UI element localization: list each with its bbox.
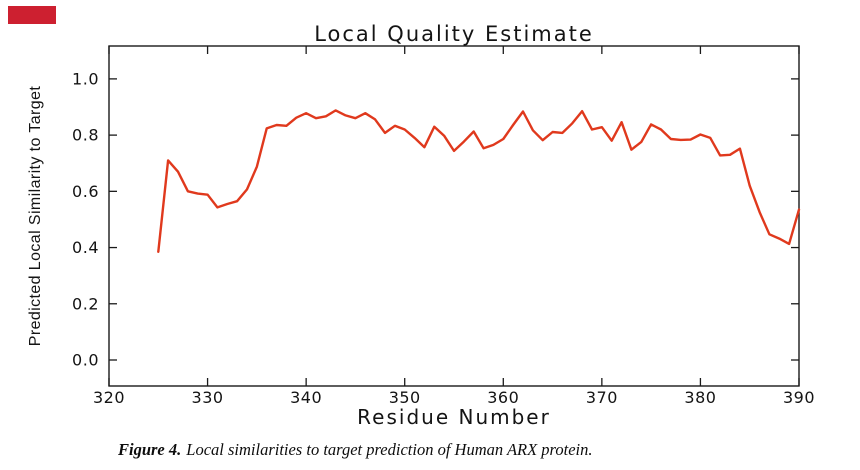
- y-tick-label-0.0: 0.0: [72, 350, 99, 369]
- caption-figure-number: Figure 4.: [118, 440, 182, 459]
- y-tick-label-0.4: 0.4: [72, 238, 99, 257]
- chart-title: Local Quality Estimate: [314, 22, 594, 46]
- figure-caption: Figure 4. Local similarities to target pr…: [118, 440, 738, 460]
- x-axis-label: Residue Number: [357, 405, 551, 429]
- x-tick-label-350: 350: [389, 388, 421, 407]
- caption-text: Local similarities to target prediction …: [186, 440, 593, 459]
- x-tick-label-380: 380: [684, 388, 716, 407]
- y-tick-label-1.0: 1.0: [72, 69, 99, 88]
- quality-line: [157, 109, 801, 254]
- x-tick-label-370: 370: [586, 388, 618, 407]
- x-tick-label-330: 330: [192, 388, 224, 407]
- x-tick-label-320: 320: [93, 388, 125, 407]
- plot-frame: [108, 45, 800, 387]
- red-marker: [8, 6, 56, 24]
- y-tick-label-0.8: 0.8: [72, 126, 99, 145]
- y-tick-label-0.2: 0.2: [72, 294, 99, 313]
- x-tick-label-360: 360: [487, 388, 519, 407]
- y-tick-label-0.6: 0.6: [72, 182, 99, 201]
- x-tick-label-340: 340: [290, 388, 322, 407]
- x-tick-label-390: 390: [783, 388, 815, 407]
